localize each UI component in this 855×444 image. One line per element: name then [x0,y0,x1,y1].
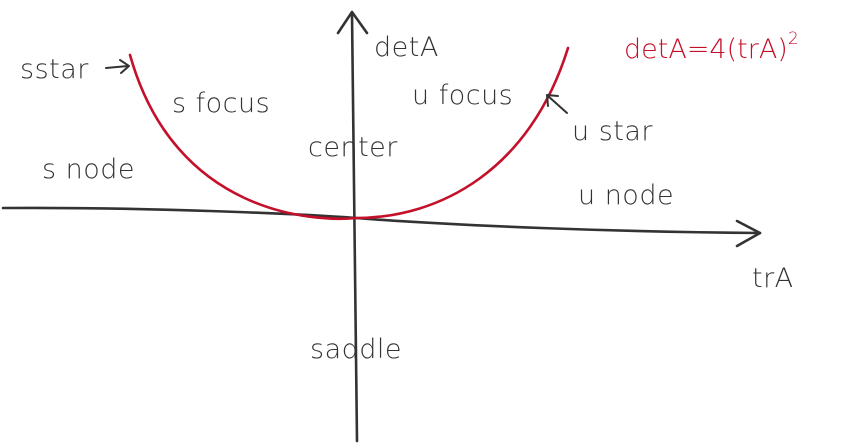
equation-exponent: 2 [788,29,799,49]
det-axis-arrowhead [336,10,369,35]
sstar-pointer-arrow [105,59,130,74]
region-label-saddle: saddle [310,334,402,365]
region-label-u-focus: u focus [412,80,513,111]
tr-axis-arrowhead [735,219,762,248]
region-label-s-node: s node [42,154,135,185]
equation-lhs: detA [624,34,687,65]
tr-axis [1,206,762,235]
equation-label: detA=4(trA)2 [624,29,799,65]
ustar-pointer-arrow [546,94,568,114]
parabola-boundary [128,46,570,221]
region-label-s-star: sstar [20,54,89,85]
det-axis [350,12,359,443]
region-label-u-node: u node [578,180,674,211]
region-label-center: center [308,132,398,163]
det-axis-label: detA [374,32,439,63]
tr-axis-label: trA [752,263,794,294]
equation-rhs: =4(trA) [687,34,788,65]
region-label-u-star: u star [572,116,653,147]
region-label-s-focus: s focus [172,88,270,119]
